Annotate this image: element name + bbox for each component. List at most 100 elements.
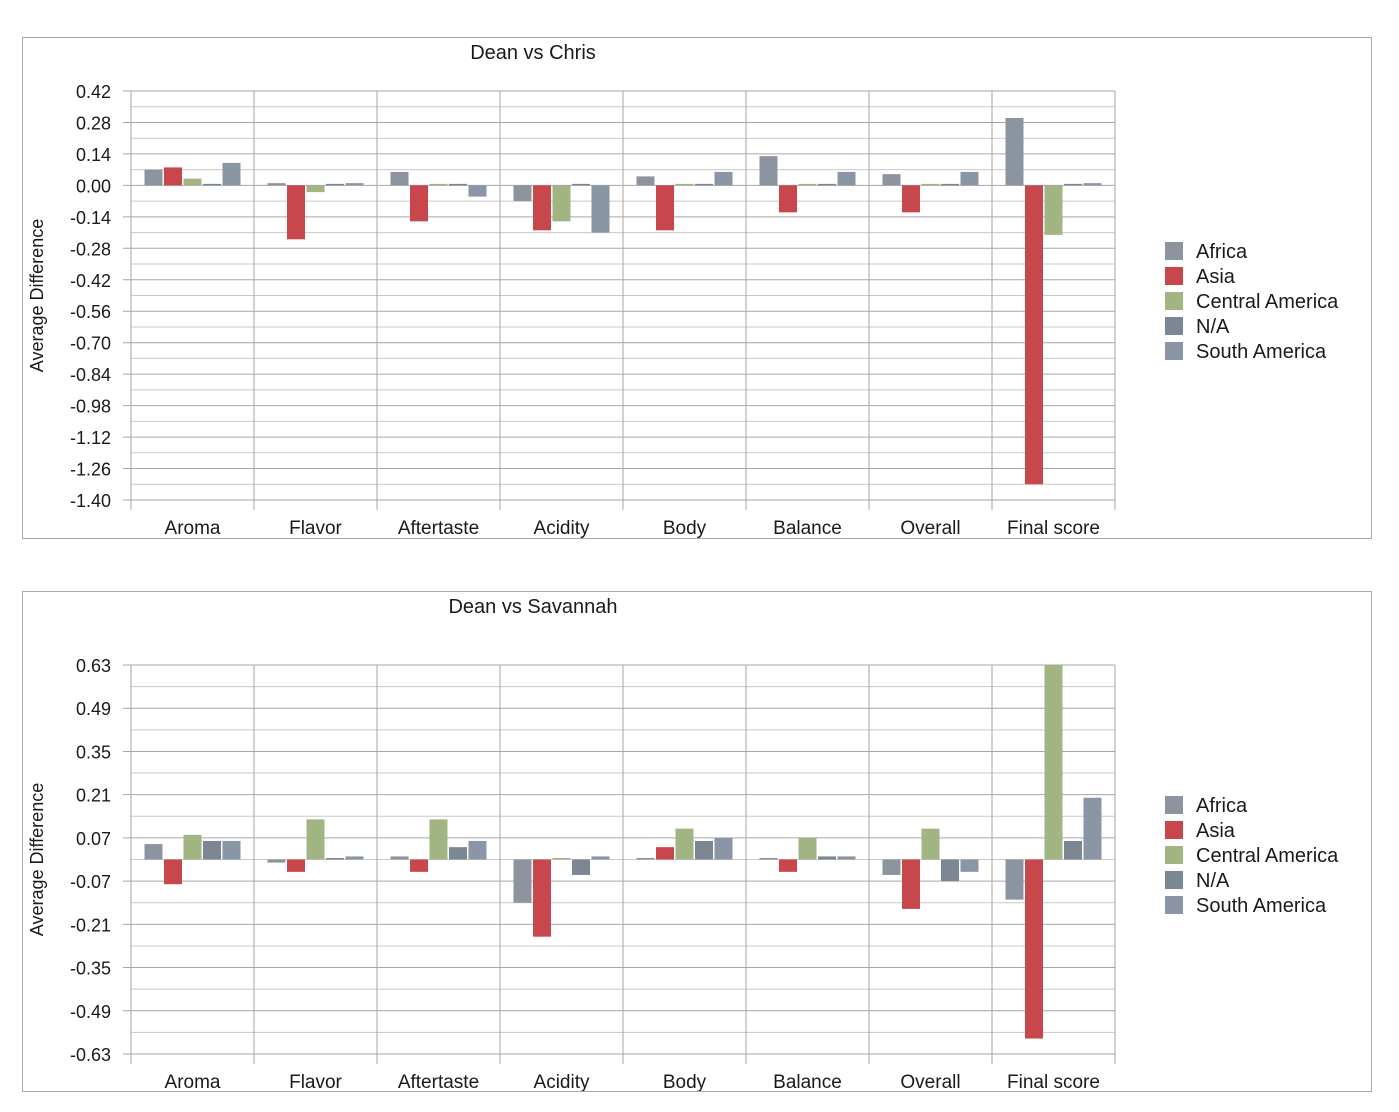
x-tick-label: Aftertaste bbox=[398, 518, 479, 538]
legend-swatch-asia bbox=[1165, 267, 1183, 285]
bar-africa-final-score bbox=[1005, 859, 1024, 900]
bar-central-america-aroma bbox=[183, 178, 202, 186]
legend-label-asia: Asia bbox=[1196, 266, 1236, 288]
bar-central-america-aftertaste bbox=[429, 819, 448, 860]
y-tick-label: -0.07 bbox=[70, 872, 111, 892]
x-tick-label: Balance bbox=[773, 1072, 842, 1091]
x-tick-label: Acidity bbox=[534, 518, 590, 538]
bar-n-a-body bbox=[695, 183, 713, 186]
bar-africa-aftertaste bbox=[390, 171, 409, 186]
legend-swatch-south-america bbox=[1165, 342, 1183, 360]
bar-africa-acidity bbox=[513, 859, 532, 903]
y-tick-label: 0.28 bbox=[76, 113, 111, 133]
bar-central-america-aroma bbox=[183, 834, 202, 860]
chart-panel-dean-vs-chris: Dean vs Chris 0.42 0.28 0.14 0.00 -0.14 -0.28 -… bbox=[22, 37, 1372, 539]
bar-south-america-flavor bbox=[345, 183, 364, 186]
bar-central-america-acidity bbox=[552, 857, 571, 860]
bar-n-a-balance bbox=[818, 183, 836, 186]
bar-africa-aroma bbox=[144, 844, 163, 860]
bar-asia-aroma bbox=[164, 167, 182, 186]
x-tick-label: Final score bbox=[1007, 518, 1100, 538]
bar-asia-acidity bbox=[533, 185, 551, 231]
bar-africa-aftertaste bbox=[390, 856, 409, 860]
y-tick-label: 0.63 bbox=[76, 656, 111, 676]
legend-label-africa: Africa bbox=[1196, 241, 1248, 263]
x-tick-label: Flavor bbox=[289, 1072, 342, 1091]
bar-africa-flavor bbox=[267, 183, 286, 186]
bar-south-america-final-score bbox=[1083, 797, 1102, 860]
chart-panel-dean-vs-savannah: Dean vs Savannah 0.63 0.49 0.35 0.21 0.07 -0.0… bbox=[22, 591, 1372, 1092]
bar-central-america-balance bbox=[798, 837, 817, 860]
bar-south-america-flavor bbox=[345, 856, 364, 860]
y-tick-label: 0.07 bbox=[76, 829, 111, 849]
bar-n-a-flavor bbox=[326, 183, 344, 186]
legend-swatch-central-america bbox=[1165, 292, 1183, 310]
bar-south-america-final-score bbox=[1083, 183, 1102, 186]
y-tick-label: -1.26 bbox=[70, 460, 111, 480]
bar-south-america-body bbox=[714, 837, 733, 860]
bar-central-america-aftertaste bbox=[429, 183, 448, 186]
legend-label-n-a: N/A bbox=[1196, 316, 1230, 338]
bar-south-america-overall bbox=[960, 859, 979, 872]
bar-asia-acidity bbox=[533, 859, 551, 937]
bar-central-america-final-score bbox=[1044, 185, 1063, 235]
y-tick-label: -0.63 bbox=[70, 1045, 111, 1065]
y-tick-label: -0.35 bbox=[70, 959, 111, 979]
legend-swatch-asia bbox=[1165, 821, 1183, 839]
chart-title: Dean vs Savannah bbox=[448, 596, 617, 618]
y-axis-label: Average Difference bbox=[27, 219, 47, 372]
legend-label-central-america: Central America bbox=[1196, 291, 1339, 313]
bar-central-america-balance bbox=[798, 183, 817, 186]
bar-asia-final-score bbox=[1025, 185, 1043, 485]
x-tick-label: Aftertaste bbox=[398, 1072, 479, 1091]
bar-south-america-body bbox=[714, 171, 733, 186]
bar-asia-overall bbox=[902, 859, 920, 909]
y-tick-label: -0.84 bbox=[70, 365, 111, 385]
bar-south-america-aroma bbox=[222, 840, 241, 860]
bar-south-america-aftertaste bbox=[468, 840, 487, 860]
bar-central-america-flavor bbox=[306, 185, 325, 193]
bar-africa-body bbox=[636, 176, 655, 186]
legend-label-n-a: N/A bbox=[1196, 870, 1230, 892]
y-tick-label: 0.00 bbox=[76, 176, 111, 196]
y-tick-label: -0.42 bbox=[70, 271, 111, 291]
legend-label-central-america: Central America bbox=[1196, 845, 1339, 867]
bar-africa-overall bbox=[882, 859, 901, 875]
bar-south-america-aroma bbox=[222, 162, 241, 186]
legend-label-africa: Africa bbox=[1196, 795, 1248, 817]
bar-africa-flavor bbox=[267, 859, 286, 863]
legend-swatch-africa bbox=[1165, 242, 1183, 260]
bar-asia-aftertaste bbox=[410, 185, 428, 222]
bar-n-a-final-score bbox=[1064, 183, 1082, 186]
chart-dean-vs-chris: Dean vs Chris 0.42 0.28 0.14 0.00 -0.14 -0.28 -… bbox=[27, 42, 1339, 538]
y-tick-label: 0.21 bbox=[76, 786, 111, 806]
bar-south-america-acidity bbox=[591, 185, 610, 233]
bar-n-a-flavor bbox=[326, 858, 344, 860]
bar-south-america-balance bbox=[837, 171, 856, 186]
bar-central-america-acidity bbox=[552, 185, 571, 222]
bar-n-a-overall bbox=[941, 859, 959, 882]
y-tick-label: -1.40 bbox=[70, 491, 111, 511]
bar-africa-aroma bbox=[144, 169, 163, 186]
chart-dean-vs-savannah: Dean vs Savannah 0.63 0.49 0.35 0.21 0.07 -0.0… bbox=[27, 596, 1339, 1091]
bar-central-america-final-score bbox=[1044, 665, 1063, 860]
x-tick-label: Overall bbox=[900, 518, 960, 538]
bar-africa-acidity bbox=[513, 185, 532, 202]
legend-label-south-america: South America bbox=[1196, 341, 1327, 363]
bar-central-america-overall bbox=[921, 183, 940, 186]
legend-label-south-america: South America bbox=[1196, 895, 1327, 917]
bar-south-america-balance bbox=[837, 856, 856, 860]
bar-asia-final-score bbox=[1025, 859, 1043, 1039]
bar-central-america-body bbox=[675, 183, 694, 186]
y-tick-label: -0.56 bbox=[70, 302, 111, 322]
bar-asia-body bbox=[656, 185, 674, 231]
y-tick-label: -0.21 bbox=[70, 915, 111, 935]
legend-swatch-central-america bbox=[1165, 846, 1183, 864]
bar-asia-flavor bbox=[287, 859, 305, 872]
bar-africa-body bbox=[636, 857, 655, 860]
bar-africa-final-score bbox=[1005, 117, 1024, 186]
x-tick-label: Body bbox=[663, 518, 707, 538]
y-tick-label: 0.42 bbox=[76, 82, 111, 102]
bar-central-america-overall bbox=[921, 828, 940, 860]
bar-n-a-aftertaste bbox=[449, 183, 467, 186]
